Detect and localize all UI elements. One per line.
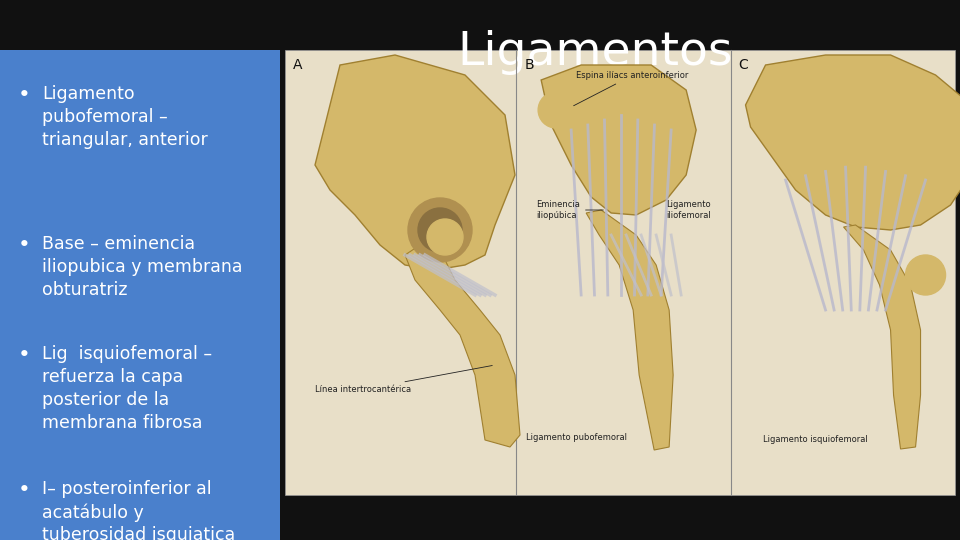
PathPatch shape [541,65,696,215]
Circle shape [905,255,946,295]
Text: •: • [18,345,31,365]
PathPatch shape [844,225,921,449]
Text: C: C [738,58,748,72]
Text: •: • [18,85,31,105]
Circle shape [408,198,472,262]
Text: Ligamento pubofemoral: Ligamento pubofemoral [526,433,627,442]
Text: Ligamento
pubofemoral –
triangular, anterior: Ligamento pubofemoral – triangular, ante… [42,85,207,149]
PathPatch shape [315,55,515,270]
Text: Ligamento isquiofemoral: Ligamento isquiofemoral [763,435,868,444]
Text: A: A [293,58,302,72]
Bar [0,50,280,540]
PathPatch shape [746,55,960,230]
Circle shape [418,208,462,252]
Text: Base – eminencia
iliopubica y membrana
obturatriz: Base – eminencia iliopubica y membrana o… [42,235,243,299]
Text: Eminencia
iliopúbica: Eminencia iliopúbica [536,200,604,220]
Text: Lig  isquiofemoral –
refuerza la capa
posterior de la
membrana fibrosa: Lig isquiofemoral – refuerza la capa pos… [42,345,212,431]
Text: B: B [524,58,534,72]
Text: •: • [18,480,31,500]
PathPatch shape [405,245,520,447]
Circle shape [539,92,574,128]
Text: Ligamentos: Ligamentos [457,30,732,75]
Text: Línea intertrocantérica: Línea intertrocantérica [315,366,492,394]
Bar [285,50,955,495]
Text: Espina ilíacs anteroinferior: Espina ilíacs anteroinferior [574,71,688,106]
Text: I– posteroinferior al
acatábulo y
tuberosidad isquiatica: I– posteroinferior al acatábulo y tubero… [42,480,235,540]
PathPatch shape [587,210,673,450]
Text: Ligamento
iliofemoral: Ligamento iliofemoral [666,200,711,220]
Circle shape [427,219,463,255]
Text: •: • [18,235,31,255]
